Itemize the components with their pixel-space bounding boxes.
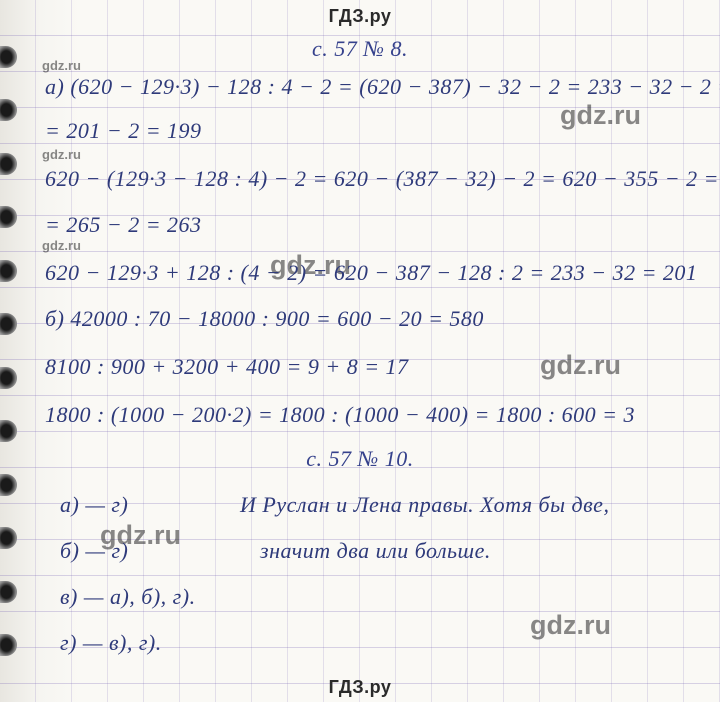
binding-hole — [0, 581, 17, 603]
ex8-line-b3: 1800 : (1000 − 200·2) = 1800 : (1000 − 4… — [45, 404, 635, 426]
binding-hole — [0, 527, 17, 549]
ex10-answer-b: б) — г) — [60, 540, 128, 562]
ex10-answer-v: в) — а), б), г). — [60, 586, 196, 608]
ex8-line-b1: б) 42000 : 70 − 18000 : 900 = 600 − 20 =… — [45, 308, 484, 330]
ex8-line-a1: а) (620 − 129·3) − 128 : 4 − 2 = (620 − … — [45, 76, 720, 98]
watermark: gdz.ru — [530, 610, 611, 641]
watermark: gdz.ru — [42, 238, 81, 253]
site-footer: ГДЗ.ру — [0, 677, 720, 698]
ex8-line-b2: 8100 : 900 + 3200 + 400 = 9 + 8 = 17 — [45, 356, 409, 378]
ex10-answer-g: г) — в), г). — [60, 632, 162, 654]
site-header: ГДЗ.ру — [0, 6, 720, 27]
ex10-note-line2: значит два или больше. — [260, 540, 720, 562]
binding-hole — [0, 99, 17, 121]
watermark: gdz.ru — [42, 58, 81, 73]
notebook-page: ГДЗ.ру ГДЗ.ру gdz.ru gdz.ru gdz.ru gdz.r… — [0, 0, 720, 702]
watermark: gdz.ru — [560, 100, 641, 131]
ex10-note-line1: И Руслан и Лена правы. Хотя бы две, — [240, 494, 700, 516]
binding-hole — [0, 153, 17, 175]
binding-hole — [0, 260, 17, 282]
exercise-10-title: с. 57 № 10. — [0, 448, 720, 470]
binding-hole — [0, 313, 17, 335]
ex8-line-a3: 620 − (129·3 − 128 : 4) − 2 = 620 − (387… — [45, 168, 719, 190]
binding-hole — [0, 474, 17, 496]
ex8-line-a4: = 265 − 2 = 263 — [45, 214, 202, 236]
watermark: gdz.ru — [42, 147, 81, 162]
spiral-binding — [0, 0, 24, 702]
ex8-line-a5: 620 − 129·3 + 128 : (4 − 2) = 620 − 387 … — [45, 262, 697, 284]
watermark: gdz.ru — [540, 350, 621, 381]
binding-hole — [0, 634, 17, 656]
ex8-line-a2: = 201 − 2 = 199 — [45, 120, 202, 142]
exercise-8-title: с. 57 № 8. — [0, 38, 720, 60]
binding-hole — [0, 206, 17, 228]
binding-hole — [0, 367, 17, 389]
binding-hole — [0, 420, 17, 442]
ex10-answer-a: а) — г) — [60, 494, 128, 516]
